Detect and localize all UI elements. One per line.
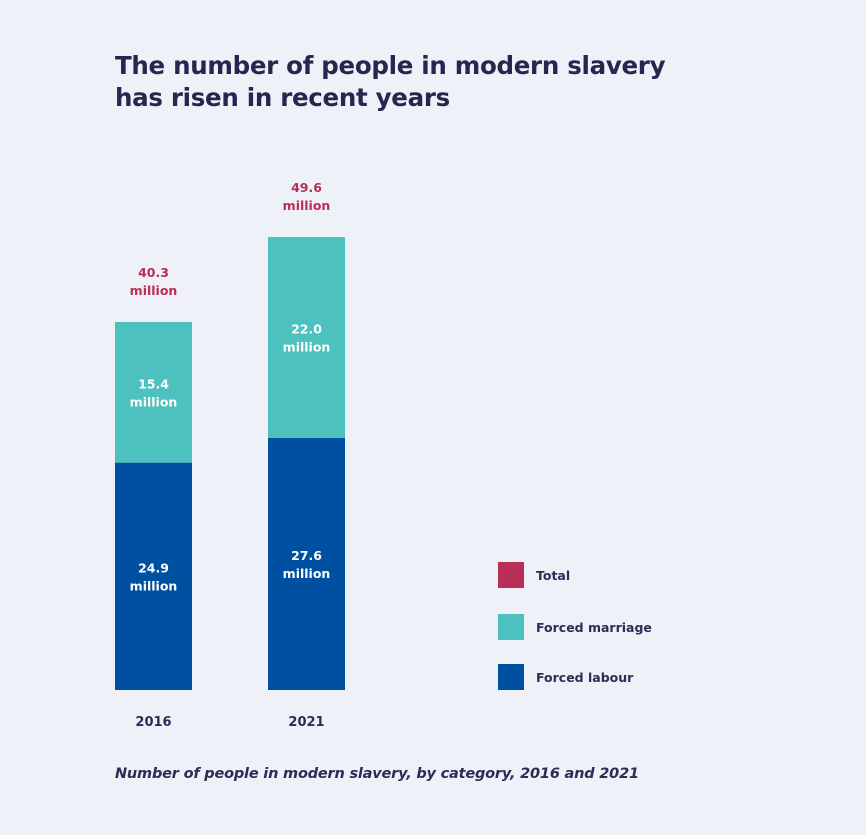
chart-caption: Number of people in modern slavery, by c… <box>115 766 639 782</box>
chart-title: The number of people in modern slavery h… <box>115 50 675 114</box>
data-label-forced-marriage-2021: 22.0 million <box>283 322 331 355</box>
data-label-total-2021: 49.6 million <box>283 180 331 213</box>
chart-title-line-1: The number of people in modern slavery <box>115 51 666 80</box>
legend-label-forced-labour: Forced labour <box>536 670 634 685</box>
bar-forced-marriage-2016 <box>115 322 192 463</box>
legend-swatch-total <box>498 562 524 588</box>
bar-forced-labour-2016 <box>115 462 192 690</box>
x-tick-label-2021: 2021 <box>288 715 324 730</box>
legend-label-total: Total <box>536 568 570 583</box>
x-tick-label-2016: 2016 <box>135 715 171 730</box>
data-label-forced-labour-2016: 24.9 million <box>130 560 178 593</box>
data-label-forced-labour-2021: 27.6 million <box>283 548 331 581</box>
legend-label-forced-marriage: Forced marriage <box>536 620 652 635</box>
data-label-total-2016: 40.3 million <box>130 265 178 298</box>
data-label-forced-marriage-2016: 15.4 million <box>130 376 178 409</box>
legend-swatch-forced-marriage <box>498 614 524 640</box>
bar-forced-marriage-2021 <box>268 237 345 438</box>
chart-title-line-2: has risen in recent years <box>115 83 450 112</box>
bar-forced-labour-2021 <box>268 437 345 690</box>
legend-swatch-forced-labour <box>498 664 524 690</box>
